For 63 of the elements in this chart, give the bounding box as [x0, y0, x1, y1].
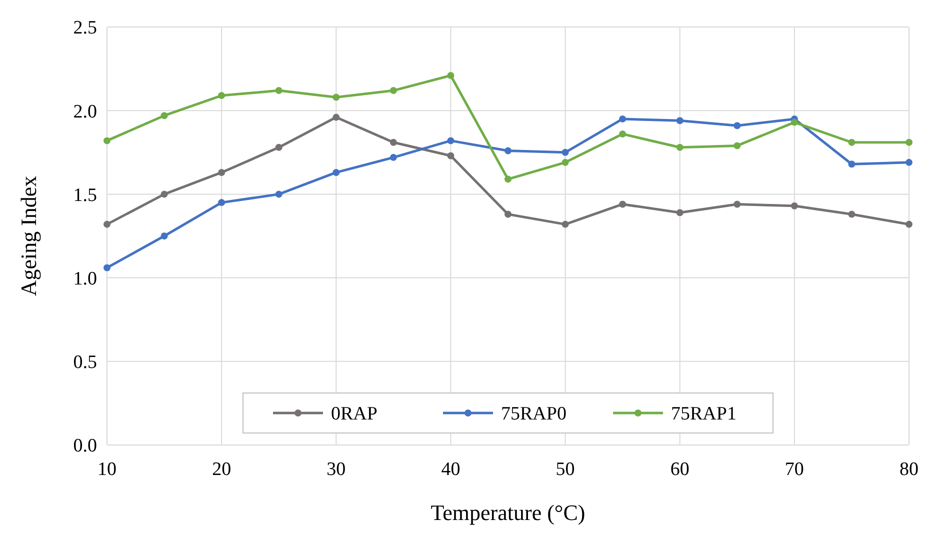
point	[275, 190, 282, 198]
y-tick-label: 2.0	[73, 101, 97, 122]
x-tick-label: 30	[326, 459, 346, 480]
point	[390, 154, 397, 161]
point	[676, 117, 684, 124]
point	[390, 87, 397, 94]
point	[447, 137, 454, 144]
y-tick-label: 2.5	[73, 18, 97, 39]
x-tick-label: 20	[212, 459, 232, 480]
point	[160, 112, 168, 120]
y-tick-label: 1.5	[73, 184, 97, 206]
point	[906, 158, 912, 166]
x-tick-label: 40	[441, 459, 460, 480]
point	[218, 92, 226, 100]
y-tick-label: 0.0	[73, 436, 97, 457]
x-axis-title: Temperature (°C)	[430, 500, 586, 525]
point	[104, 264, 110, 272]
y-tick-label: 1.0	[73, 268, 97, 290]
point	[619, 130, 626, 138]
x-tick-label: 70	[784, 459, 804, 480]
point	[275, 87, 282, 94]
y-tick-label: 0.5	[73, 352, 97, 374]
point	[504, 147, 512, 154]
point	[447, 72, 454, 79]
point	[504, 176, 512, 183]
x-tick-label: 60	[670, 459, 690, 480]
point	[734, 142, 741, 150]
point	[447, 152, 454, 160]
point	[562, 148, 569, 156]
legend-label: 75RAP1	[671, 404, 736, 425]
point	[906, 138, 912, 146]
point	[332, 94, 340, 101]
legend-label: 0RAP	[331, 404, 378, 425]
point	[218, 199, 226, 206]
point	[734, 200, 741, 208]
point	[619, 200, 626, 208]
x-tick-label: 10	[98, 459, 116, 480]
point	[676, 144, 684, 151]
point	[390, 138, 397, 146]
legend-label: 75RAP0	[501, 404, 566, 425]
point	[332, 114, 340, 121]
point	[790, 202, 798, 210]
point	[104, 220, 110, 228]
point	[790, 118, 798, 126]
point	[734, 122, 741, 130]
point	[848, 210, 856, 218]
point	[275, 144, 282, 151]
point	[848, 160, 856, 168]
point	[332, 168, 340, 176]
point	[504, 210, 512, 218]
point	[906, 220, 912, 228]
point	[848, 138, 856, 146]
point	[160, 232, 168, 240]
y-axis-title: Ageing Index	[16, 176, 41, 296]
point	[562, 220, 569, 228]
point	[562, 158, 569, 166]
point	[619, 115, 626, 122]
point	[218, 168, 226, 176]
x-tick-label: 80	[900, 459, 918, 480]
point	[160, 190, 168, 198]
point	[676, 209, 684, 216]
x-tick-label: 50	[556, 459, 575, 480]
point	[104, 137, 110, 144]
